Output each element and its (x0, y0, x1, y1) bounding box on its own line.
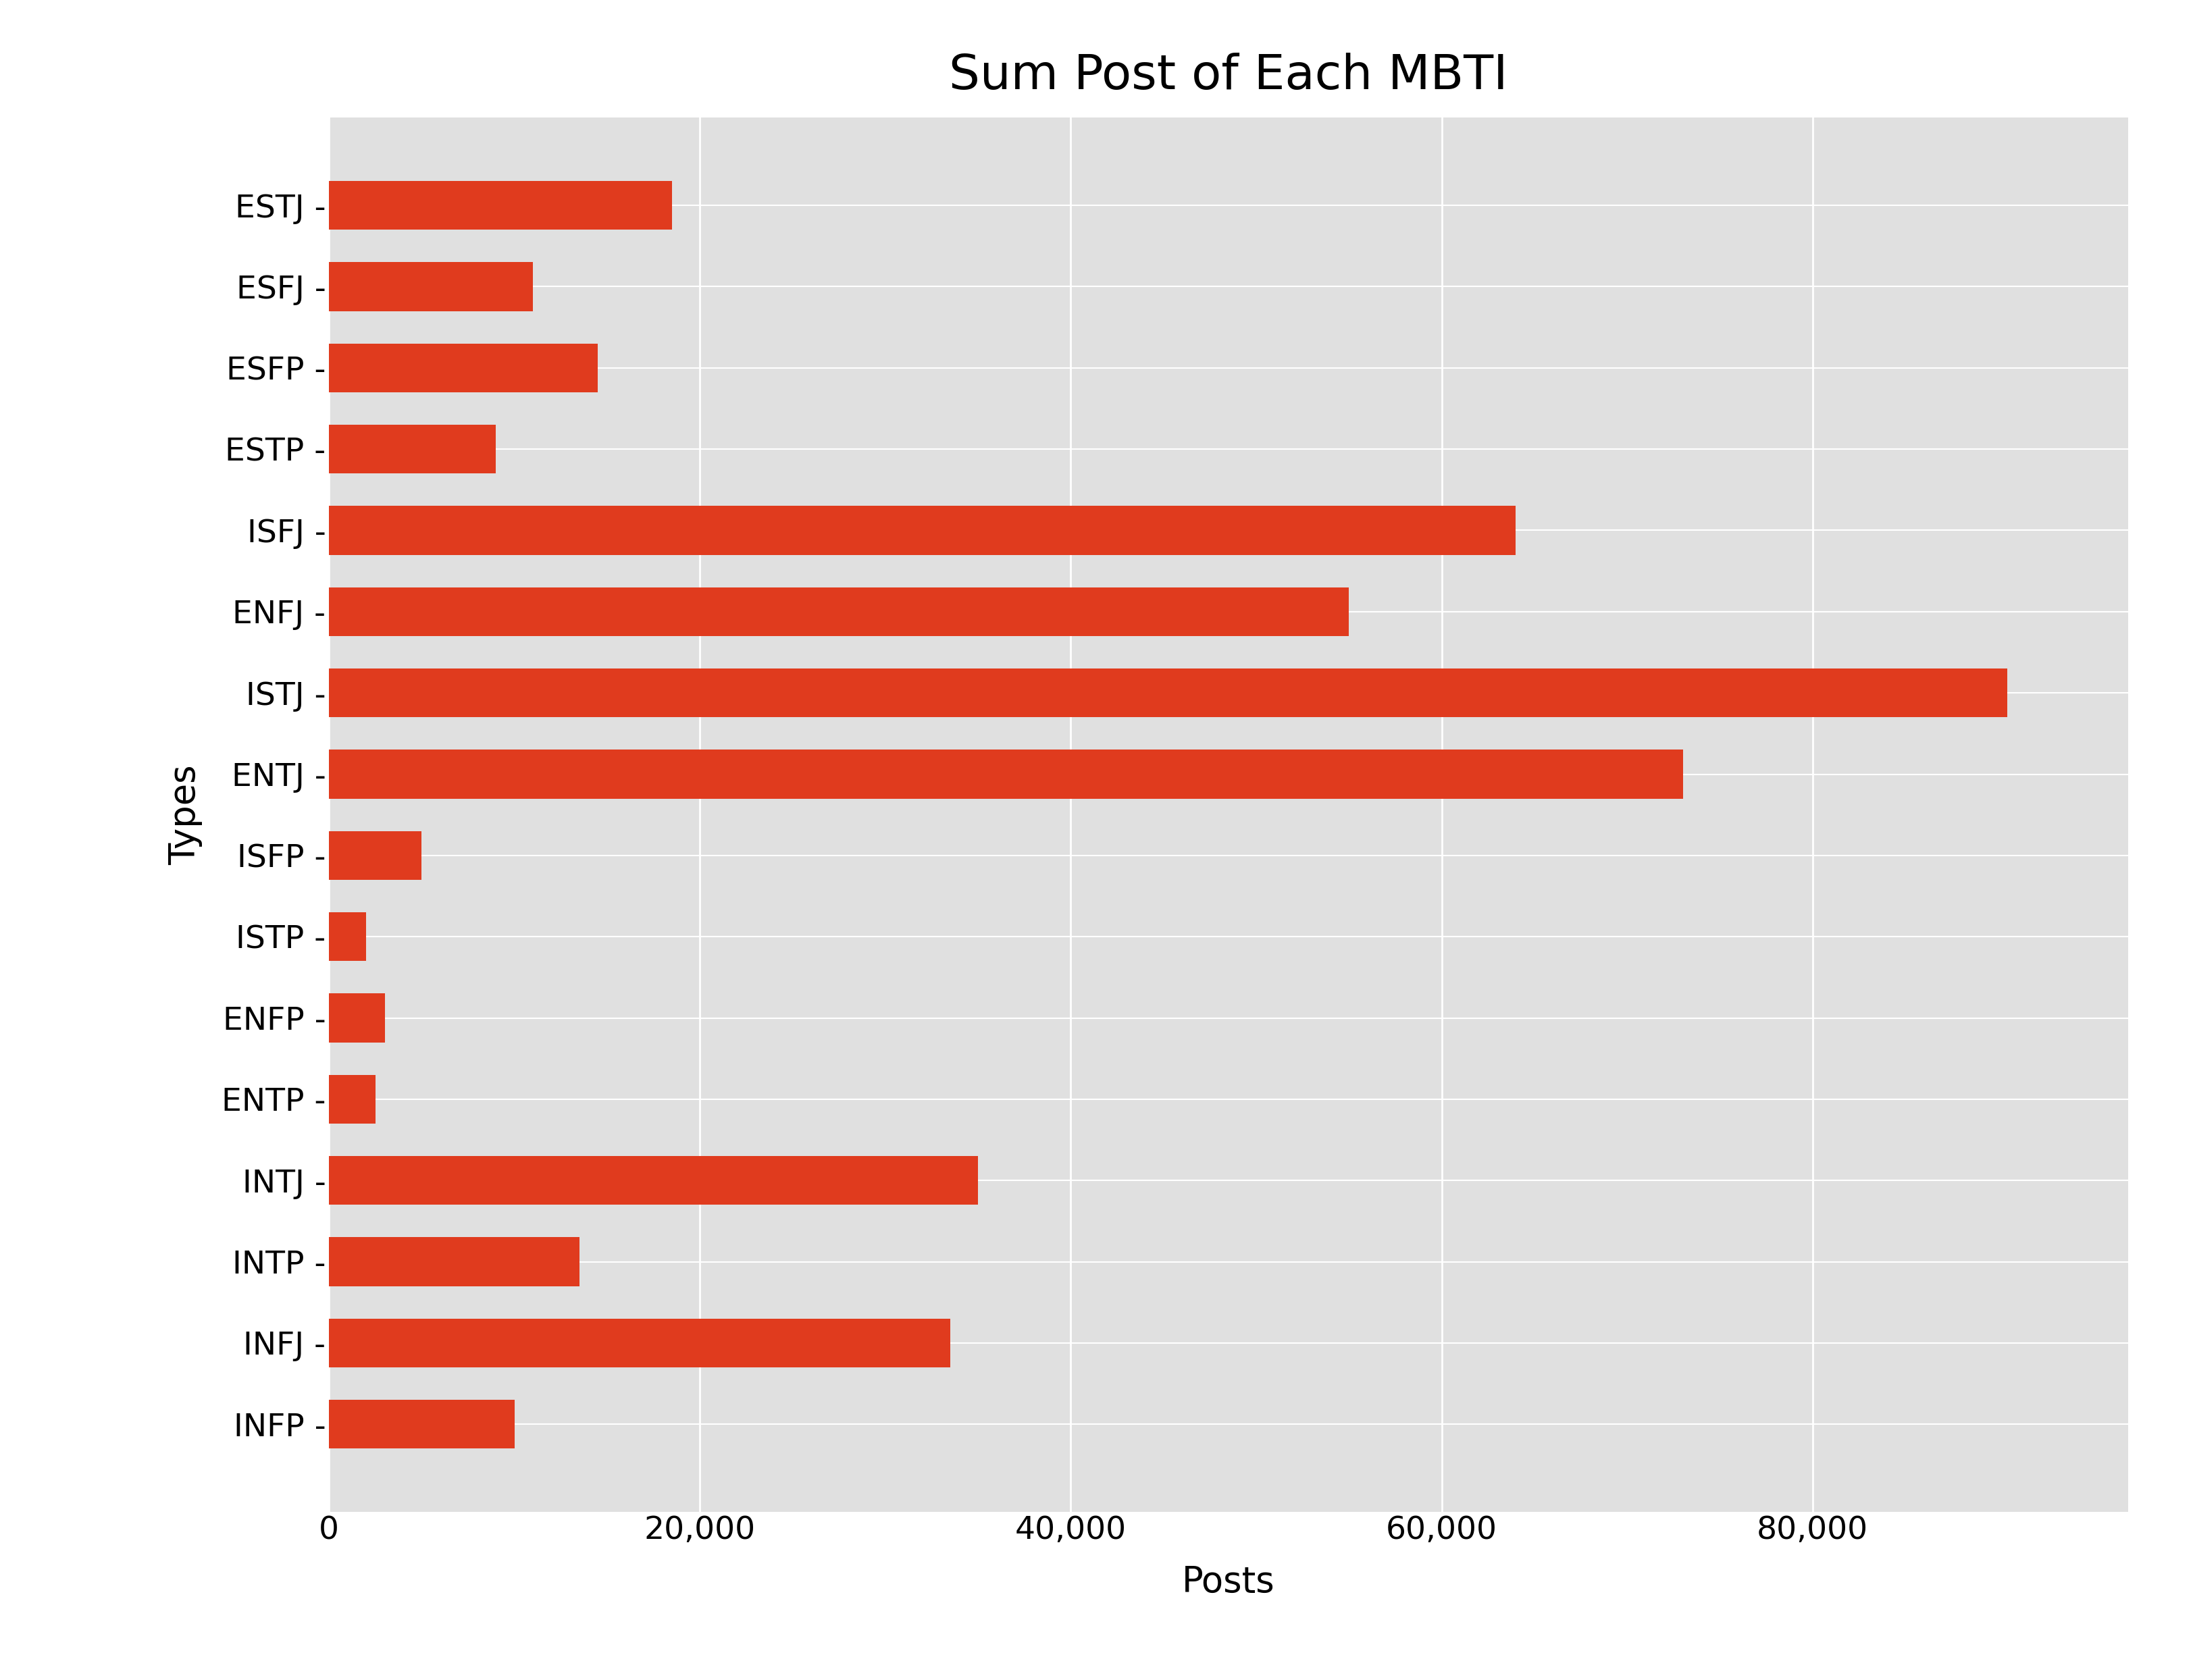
Bar (329, 749, 1682, 798)
Bar (329, 912, 366, 961)
Bar (329, 1075, 375, 1124)
Bar (329, 506, 1515, 554)
Bar (329, 832, 421, 880)
Bar (329, 1156, 978, 1205)
Bar (329, 425, 496, 474)
Bar (329, 1399, 515, 1448)
Bar (329, 1319, 950, 1368)
Bar (329, 262, 533, 311)
Bar (329, 669, 2007, 717)
X-axis label: Posts: Posts (1182, 1564, 1274, 1599)
Bar (329, 1238, 579, 1287)
Bar (329, 343, 599, 391)
Title: Sum Post of Each MBTI: Sum Post of Each MBTI (950, 54, 1507, 99)
Y-axis label: Types: Types (167, 764, 202, 865)
Bar (329, 588, 1349, 637)
Bar (329, 181, 671, 230)
Bar (329, 993, 384, 1042)
